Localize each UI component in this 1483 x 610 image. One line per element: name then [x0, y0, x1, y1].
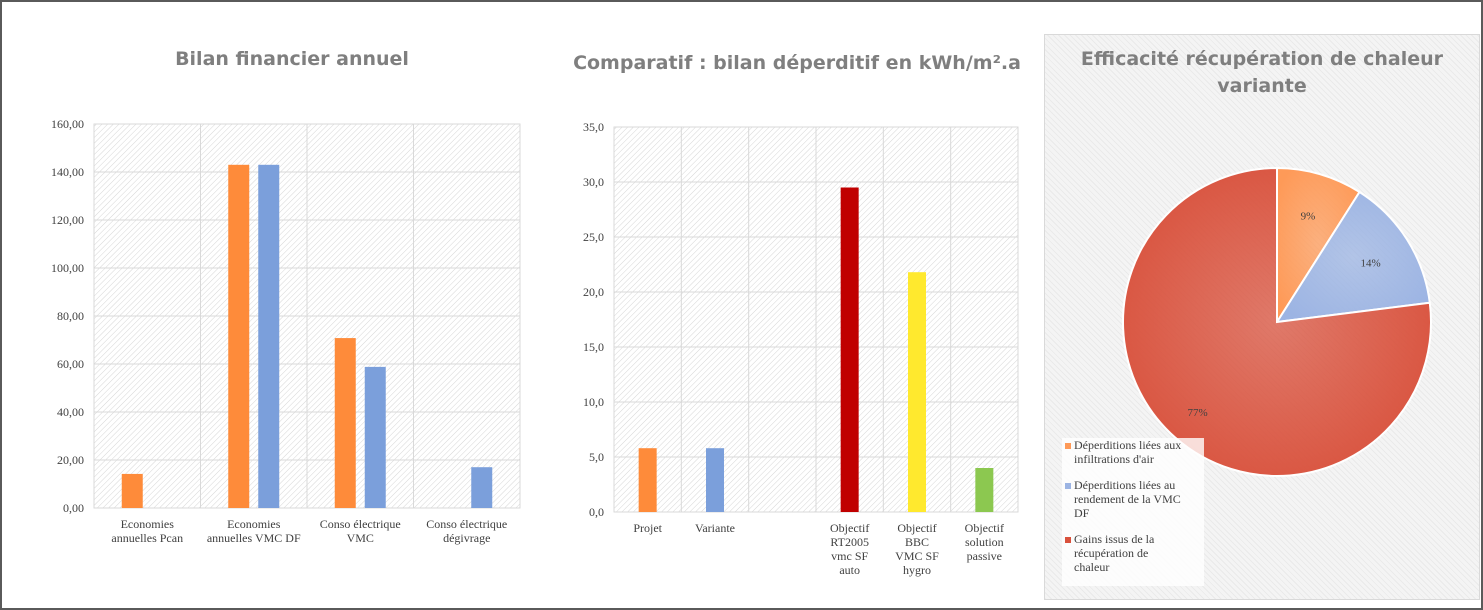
- legend-label: Gains issus de la: [1074, 532, 1155, 546]
- chart1-bilan-financier: 0,00 20,00 40,00 60,00 80,00 100,00 120,00 140,…: [51, 117, 521, 545]
- y-tick-label: 100,00: [51, 261, 84, 275]
- legend-label: récupération de: [1074, 546, 1149, 560]
- y-tick-label: 120,00: [51, 213, 84, 227]
- category-label: RT2005: [830, 535, 869, 549]
- y-tick-label: 5,0: [589, 450, 604, 464]
- bar: [706, 448, 724, 512]
- slice-label: 77%: [1187, 407, 1207, 419]
- y-tick-label: 20,00: [57, 453, 84, 467]
- slice-label: 9%: [1301, 211, 1316, 223]
- category-label: Economies: [121, 517, 175, 531]
- category-label: VMC: [347, 531, 374, 545]
- category-label: Conso électrique: [320, 517, 401, 531]
- legend-label: rendement de la VMC: [1074, 492, 1181, 506]
- chart3-pie: 9% 14% 77%: [1122, 166, 1432, 477]
- bar: [334, 338, 356, 508]
- pie-slice: [1122, 166, 1432, 477]
- category-label: Economies: [227, 517, 281, 531]
- category-label: Variante: [695, 521, 735, 535]
- category-label: vmc SF: [831, 549, 868, 563]
- bar: [908, 272, 926, 512]
- legend-item: Gains issus de la récupération de chaleur: [1062, 532, 1204, 574]
- bar: [121, 473, 143, 508]
- y-tick-label: 40,00: [57, 405, 84, 419]
- legend-label: chaleur: [1074, 560, 1110, 574]
- legend-swatch: [1065, 537, 1071, 543]
- chart2-title: Comparatif : bilan déperditif en kWh/m².…: [573, 52, 1021, 74]
- category-label: Projet: [633, 521, 662, 535]
- chart3-title: Efficacité récupération de chaleur varia…: [1080, 48, 1444, 97]
- chart1-title: Bilan financier annuel: [175, 48, 409, 70]
- bar: [364, 366, 386, 508]
- bar: [228, 164, 250, 509]
- y-tick-label: 30,0: [583, 175, 604, 189]
- y-tick-label: 35,0: [583, 120, 604, 134]
- y-tick-label: 20,0: [583, 285, 604, 299]
- category-label: auto: [839, 563, 860, 577]
- bar: [975, 468, 994, 512]
- category-label: Objectif: [830, 521, 869, 535]
- slice-label: 14%: [1361, 258, 1381, 270]
- category-label: Objectif: [965, 521, 1004, 535]
- legend-swatch: [1065, 483, 1071, 489]
- category-label: BBC: [905, 535, 929, 549]
- y-tick-label: 60,00: [57, 357, 84, 371]
- category-label: Conso électrique: [426, 517, 507, 531]
- chart2-bilan-deperditif: 0,0 5,0 10,0 15,0 20,0 25,0 30,0 35,0 Projet Vari…: [583, 120, 1019, 577]
- legend-item: Déperditions liées aux infiltrations d'ai…: [1062, 438, 1204, 466]
- y-tick-label: 15,0: [583, 340, 604, 354]
- category-label: VMC SF: [895, 549, 939, 563]
- legend-label: Déperditions liées aux: [1074, 438, 1182, 452]
- legend-label: DF: [1074, 506, 1090, 520]
- y-tick-label: 0,00: [63, 501, 84, 515]
- legend-label: infiltrations d'air: [1074, 452, 1154, 466]
- pie-slice: [1275, 190, 1431, 324]
- legend-label: Déperditions liées au: [1074, 478, 1176, 492]
- bar: [471, 467, 493, 508]
- y-tick-label: 25,0: [583, 230, 604, 244]
- category-label: hygro: [903, 563, 931, 577]
- y-tick-label: 0,0: [589, 505, 604, 519]
- category-label: annuelles VMC DF: [207, 531, 301, 545]
- bar: [840, 187, 859, 512]
- chart3-legend: Déperditions liées aux infiltrations d'ai…: [1062, 438, 1204, 586]
- y-tick-label: 80,00: [57, 309, 84, 323]
- category-label: Objectif: [897, 521, 936, 535]
- legend-item: Déperditions liées au rendement de la VMC…: [1062, 478, 1204, 520]
- bar: [638, 448, 657, 512]
- category-label: passive: [967, 549, 1002, 563]
- y-tick-label: 10,0: [583, 395, 604, 409]
- category-label: dégivrage: [443, 531, 490, 545]
- category-label: annuelles Pcan: [111, 531, 183, 545]
- y-tick-label: 160,00: [51, 117, 84, 131]
- legend-swatch: [1065, 443, 1071, 449]
- category-label: solution: [965, 535, 1004, 549]
- y-tick-label: 140,00: [51, 165, 84, 179]
- pie-slice: [1276, 166, 1361, 326]
- bar: [258, 164, 280, 509]
